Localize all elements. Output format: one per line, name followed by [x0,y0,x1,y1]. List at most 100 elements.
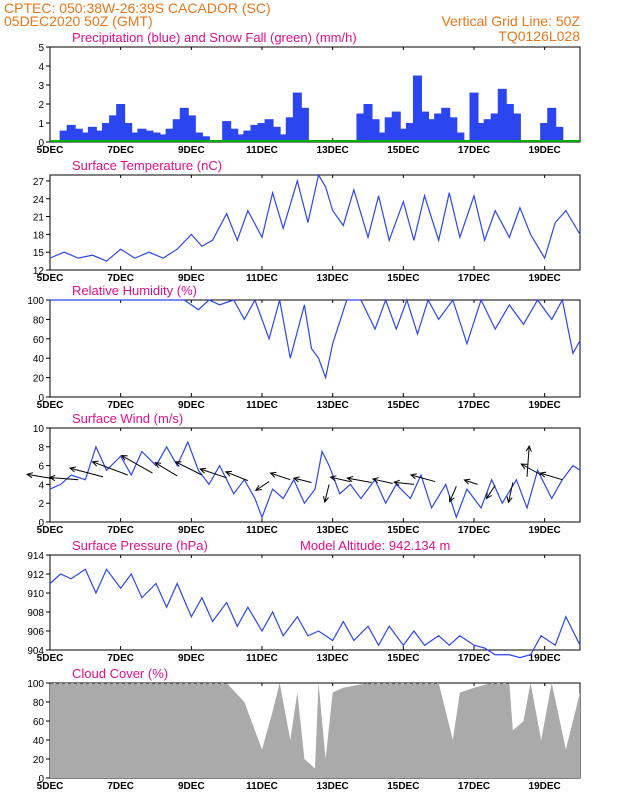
wind-arrow-shaft [330,476,351,483]
y-tick-label: 6 [38,462,44,473]
y-tick-label: 910 [27,589,44,600]
x-tick-label: 19DEC [529,781,561,792]
x-tick-label: 11DEC [246,653,278,664]
wind-arrow-head [269,471,277,478]
x-tick-label: 7DEC [107,273,134,284]
wind-arrow-shaft [270,472,291,481]
wind-arrow-head [463,478,471,485]
wind-arrow-shaft [69,467,104,478]
y-tick-label: 24 [33,195,45,206]
y-tick-label: 20 [33,374,45,385]
panel-title: Surface Wind (m/s) [72,411,183,426]
panel-title: Surface Temperature (nC) [72,158,222,173]
precip-bar [73,128,83,142]
precip-bar [257,123,267,142]
precip-bar [511,113,521,142]
y-tick-label: 0 [38,393,44,404]
x-tick-label: 9DEC [178,653,205,664]
y-tick-label: 100 [27,296,44,307]
y-tick-label: 2 [38,499,44,510]
wind-arrow-shaft [521,463,542,476]
x-tick-label: 13DEC [317,400,349,411]
x-tick-label: 11DEC [246,273,278,284]
wind-arrow-head [520,463,528,470]
header-date: 05DEC2020 50Z (GMT) [4,13,153,29]
wind-arrow [48,474,79,481]
x-tick-label: 11DEC [246,525,278,536]
wind-arrow-shaft [154,462,178,477]
panel-frame [49,174,581,271]
panel-precip: 0 1 2 3 4 5 5DEC 7DEC 9DEC 11DEC 13DEC 15DEC 17DEC 19… [37,30,581,156]
x-tick-label: 5DEC [37,525,64,536]
precip-bar [80,132,90,142]
wind-arrow [329,475,351,483]
y-tick-label: 5 [38,43,44,54]
precip-bar [476,123,486,142]
wind-arrow-head [371,477,379,484]
wind-arrow-head [174,461,182,467]
panel-frame [49,427,581,523]
precip-bar [540,123,550,142]
wind-arrow-head [48,474,56,481]
precip-bar [412,75,422,142]
panel-annotation: Model Altitude: 942.134 m [300,538,450,553]
x-tick-label: 5DEC [37,145,64,156]
wind-arrow-shaft [449,486,457,502]
wind-arrow [539,471,563,481]
x-tick-label: 13DEC [317,781,349,792]
header-station: CPTEC: 050:38W-26:39S CACADOR (SC) [4,0,271,16]
precip-bar [483,119,493,142]
x-tick-label: 7DEC [107,400,134,411]
wind-arrow [448,486,457,503]
precip-bar [370,119,380,142]
x-tick-label: 15DEC [387,145,419,156]
wind-arrow-shaft [507,482,514,503]
wind-arrow [91,460,128,476]
precip-bar [116,104,126,142]
wind-arrow-shaft [485,485,496,499]
x-tick-label: 5DEC [37,400,64,411]
wind-arrow-shaft [293,477,312,484]
x-tick-label: 13DEC [317,525,349,536]
x-tick-label: 9DEC [178,273,205,284]
panel-wind: 0 2 4 6 8 10 5DEC 7DEC 9DEC 11DEC 13DEC 15DEC 17DEC 1… [25,411,581,536]
precip-bar [285,117,295,142]
precip-bar [405,123,415,142]
y-tick-label: 60 [33,335,45,346]
x-tick-label: 5DEC [37,653,64,664]
cloud-area [50,683,580,778]
pressure-line [49,568,581,659]
precip-bar [363,104,373,142]
header-grid-note: Vertical Grid Line: 50Z [441,13,580,29]
precip-bar [377,132,387,142]
x-tick-label: 9DEC [178,145,205,156]
precip-bar [158,134,168,142]
x-tick-label: 5DEC [37,781,64,792]
precip-bar [179,107,189,142]
x-tick-label: 7DEC [107,653,134,664]
wind-arrow-head [25,472,34,479]
x-tick-label: 11DEC [246,145,278,156]
precip-bar [250,124,260,142]
x-tick-label: 17DEC [458,653,490,664]
wind-arrow-head [329,475,337,482]
precip-bar [547,107,557,142]
wind-arrow-head [525,444,532,452]
precip-bar [66,124,76,142]
wind-arrow-head [448,495,455,503]
panel-title: Relative Humidity (%) [72,283,197,298]
precip-bar [391,111,401,142]
wind-arrow [120,454,153,474]
precip-bar [455,132,465,142]
x-tick-label: 19DEC [529,653,561,664]
wind-arrow-head [224,470,232,477]
wind-arrow [409,473,436,483]
wind-arrow [224,470,249,482]
wind-arrow [371,477,393,484]
y-tick-label: 20 [33,755,45,766]
y-tick-label: 27 [33,177,45,188]
x-tick-label: 15DEC [387,653,419,664]
wind-arrow-shaft [175,461,203,476]
panel-title: Surface Pressure (hPa) [72,538,208,553]
y-tick-label: 12 [33,266,45,277]
